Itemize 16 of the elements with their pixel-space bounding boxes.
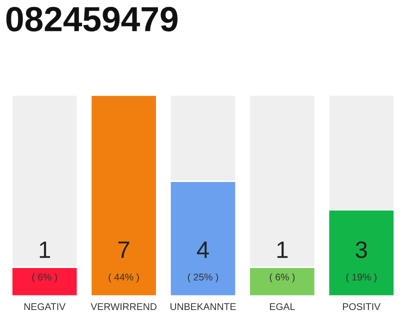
data-label: 4 [196, 242, 209, 258]
x-tick-label: UNBEKANNTE [170, 303, 236, 310]
x-tick-label: VERWIRREND [90, 303, 156, 310]
annotation: ( 44% ) [108, 273, 139, 282]
annotation: ( 19% ) [346, 273, 376, 282]
x-tick-label: NEGATIV [24, 303, 66, 310]
x-tick-label: EGAL [270, 303, 295, 310]
x-tick-label: POSITIV [343, 303, 381, 310]
annotation: ( 25% ) [188, 273, 218, 282]
annotation: ( 6% ) [32, 273, 57, 282]
data-label: 1 [40, 242, 50, 258]
data-label: 7 [118, 242, 130, 258]
chart-title: 082459479 [6, 6, 178, 32]
annotation: ( 6% ) [270, 273, 295, 282]
data-label: 3 [356, 241, 367, 258]
data-label: 1 [277, 242, 288, 258]
